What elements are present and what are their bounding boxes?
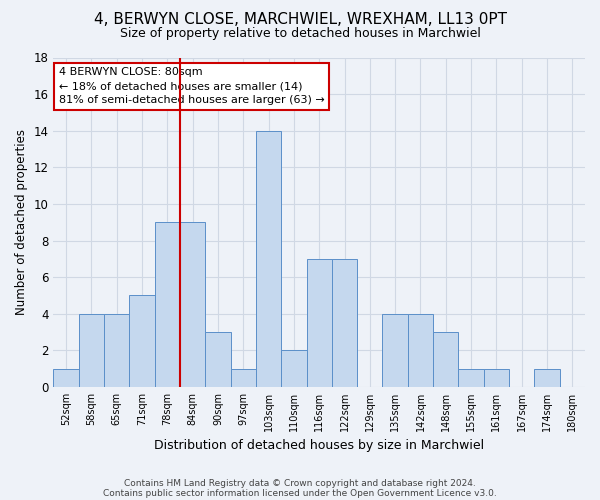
Bar — [79, 314, 104, 387]
Bar — [256, 130, 281, 387]
Bar — [535, 368, 560, 387]
Bar — [155, 222, 180, 387]
Bar — [307, 259, 332, 387]
Bar — [433, 332, 458, 387]
Text: Size of property relative to detached houses in Marchwiel: Size of property relative to detached ho… — [119, 28, 481, 40]
Text: 4, BERWYN CLOSE, MARCHWIEL, WREXHAM, LL13 0PT: 4, BERWYN CLOSE, MARCHWIEL, WREXHAM, LL1… — [94, 12, 506, 28]
Bar — [53, 368, 79, 387]
Bar — [205, 332, 230, 387]
Bar — [281, 350, 307, 387]
Bar — [230, 368, 256, 387]
Bar — [458, 368, 484, 387]
Text: 4 BERWYN CLOSE: 80sqm
← 18% of detached houses are smaller (14)
81% of semi-deta: 4 BERWYN CLOSE: 80sqm ← 18% of detached … — [59, 68, 325, 106]
Bar — [382, 314, 408, 387]
Text: Contains public sector information licensed under the Open Government Licence v3: Contains public sector information licen… — [103, 488, 497, 498]
Bar — [130, 296, 155, 387]
Y-axis label: Number of detached properties: Number of detached properties — [15, 129, 28, 315]
Bar — [180, 222, 205, 387]
Bar — [104, 314, 130, 387]
Bar — [484, 368, 509, 387]
Bar — [408, 314, 433, 387]
Bar — [332, 259, 357, 387]
X-axis label: Distribution of detached houses by size in Marchwiel: Distribution of detached houses by size … — [154, 440, 484, 452]
Text: Contains HM Land Registry data © Crown copyright and database right 2024.: Contains HM Land Registry data © Crown c… — [124, 478, 476, 488]
